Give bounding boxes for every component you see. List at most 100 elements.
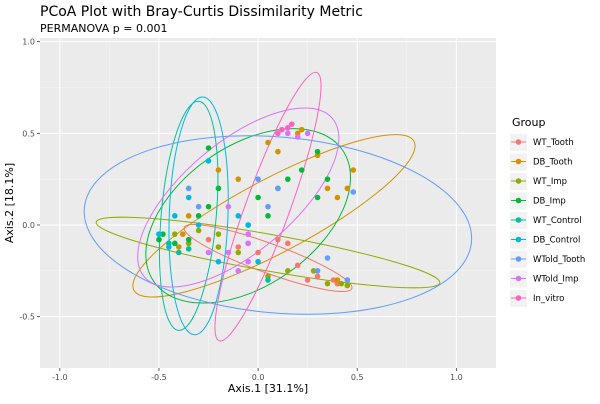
legend-point-db-control — [515, 236, 522, 243]
ellipse-wtold-imp — [137, 107, 340, 288]
point-db-control — [166, 244, 172, 250]
point-db-tooth — [215, 167, 222, 173]
data-points — [156, 121, 357, 289]
legend-label-wt-control: WT_Control — [533, 216, 582, 226]
point-wtold-imp — [225, 203, 232, 210]
y-tick-label: -0.5 — [19, 313, 35, 322]
point-wtold-tooth — [275, 185, 281, 192]
legend-point-wt-tooth — [515, 139, 522, 145]
point-wt-tooth — [255, 249, 261, 256]
point-db-tooth — [334, 194, 341, 201]
point-db-imp — [205, 203, 212, 210]
legend-point-wtold-tooth — [515, 256, 522, 262]
point-db-tooth — [179, 231, 186, 237]
point-db-control — [205, 158, 212, 164]
point-wt-imp — [235, 249, 242, 256]
y-tick-label: 1.0 — [22, 38, 35, 47]
ellipse-wt-control — [159, 100, 219, 331]
point-db-imp — [324, 176, 331, 182]
point-wtold-tooth — [324, 255, 331, 261]
chart-title: PCoA Plot with Bray-Curtis Dissimilarity… — [40, 4, 363, 20]
chart-subtitle: PERMANOVA p = 0.001 — [40, 22, 167, 35]
point-wtold-imp — [294, 134, 301, 140]
legend-label-wt-imp: WT_Imp — [533, 177, 567, 187]
point-db-imp — [172, 240, 178, 247]
legend-label-wtold-tooth: WTold_Tooth — [533, 255, 585, 265]
point-wt-tooth — [304, 277, 311, 283]
point-wt-imp — [338, 280, 345, 287]
point-wt-control — [185, 246, 192, 252]
point-wtold-imp — [245, 231, 251, 237]
point-db-tooth — [298, 126, 305, 133]
point-db-imp — [298, 167, 305, 173]
legend-label-db-control: DB_Control — [533, 236, 580, 246]
point-wt-imp — [215, 244, 222, 250]
point-db-control — [245, 222, 251, 228]
point-wtold-tooth — [255, 176, 261, 182]
point-wt-imp — [324, 280, 331, 287]
point-in-vitro — [275, 130, 281, 137]
point-db-imp — [160, 231, 166, 237]
point-db-control — [185, 194, 192, 201]
point-wt-tooth — [235, 244, 242, 250]
point-in-vitro — [285, 125, 291, 131]
confidence-ellipses — [83, 71, 473, 342]
point-wt-control — [175, 249, 182, 256]
point-wtold-imp — [285, 130, 291, 137]
point-wtold-imp — [245, 240, 251, 247]
legend-point-db-tooth — [515, 158, 522, 165]
x-tick-label: 0.5 — [351, 373, 364, 382]
y-axis-ticks: -0.5 0.0 0.5 1.0 — [19, 38, 40, 322]
point-wtold-tooth — [195, 203, 202, 210]
point-db-control — [235, 213, 242, 219]
legend-label-wt-tooth: WT_Tooth — [533, 138, 574, 148]
y-tick-label: 0.0 — [22, 221, 35, 230]
point-db-tooth — [344, 185, 351, 192]
point-wtold-tooth — [314, 268, 321, 274]
legend-point-db-imp — [515, 197, 522, 204]
legend-label-db-imp: DB_Imp — [533, 197, 566, 207]
legend-label-in-vitro: In_vitro — [533, 294, 564, 304]
y-axis-label: Axis.2 [18.1%] — [3, 163, 16, 243]
point-wtold-imp — [205, 249, 212, 256]
point-db-control — [172, 213, 178, 219]
point-wt-imp — [172, 231, 178, 237]
point-wt-tooth — [285, 240, 291, 247]
point-db-tooth — [175, 244, 182, 250]
ellipse-db-control — [168, 96, 229, 336]
x-tick-label: 0.0 — [252, 373, 265, 382]
x-axis-label: Axis.1 [31.1%] — [228, 382, 308, 395]
ellipse-wt-imp — [95, 216, 441, 289]
point-db-imp — [314, 148, 321, 155]
grid-lines — [40, 38, 496, 368]
point-wt-imp — [310, 268, 317, 274]
legend-point-wt-control — [515, 217, 522, 223]
point-db-imp — [215, 185, 222, 192]
point-wt-tooth — [314, 273, 321, 280]
legend-point-wtold-imp — [515, 275, 522, 282]
ellipse-db-tooth — [132, 134, 416, 298]
point-db-control — [255, 258, 261, 265]
y-tick-label: 0.5 — [22, 129, 35, 138]
point-wtold-imp — [235, 268, 242, 274]
x-tick-label: -1.0 — [52, 373, 68, 382]
point-db-tooth — [185, 213, 192, 219]
point-wtold-tooth — [350, 189, 357, 195]
point-wt-tooth — [294, 262, 301, 269]
plot-panel — [40, 38, 496, 368]
point-wt-imp — [285, 268, 291, 274]
legend-label-wtold-imp: WTold_Imp — [533, 275, 579, 285]
point-db-imp — [185, 236, 192, 243]
point-wt-tooth — [205, 236, 212, 243]
point-wtold-tooth — [344, 277, 351, 283]
point-db-control — [195, 222, 202, 228]
point-wtold-imp — [304, 130, 311, 137]
x-axis-ticks: -1.0 -0.5 0.0 0.5 1.0 — [52, 368, 463, 382]
legend-point-in-vitro — [515, 295, 522, 301]
x-tick-label: -0.5 — [151, 373, 167, 382]
point-wtold-tooth — [265, 203, 271, 210]
ellipse-wt-tooth — [183, 224, 353, 292]
point-db-imp — [255, 194, 261, 201]
